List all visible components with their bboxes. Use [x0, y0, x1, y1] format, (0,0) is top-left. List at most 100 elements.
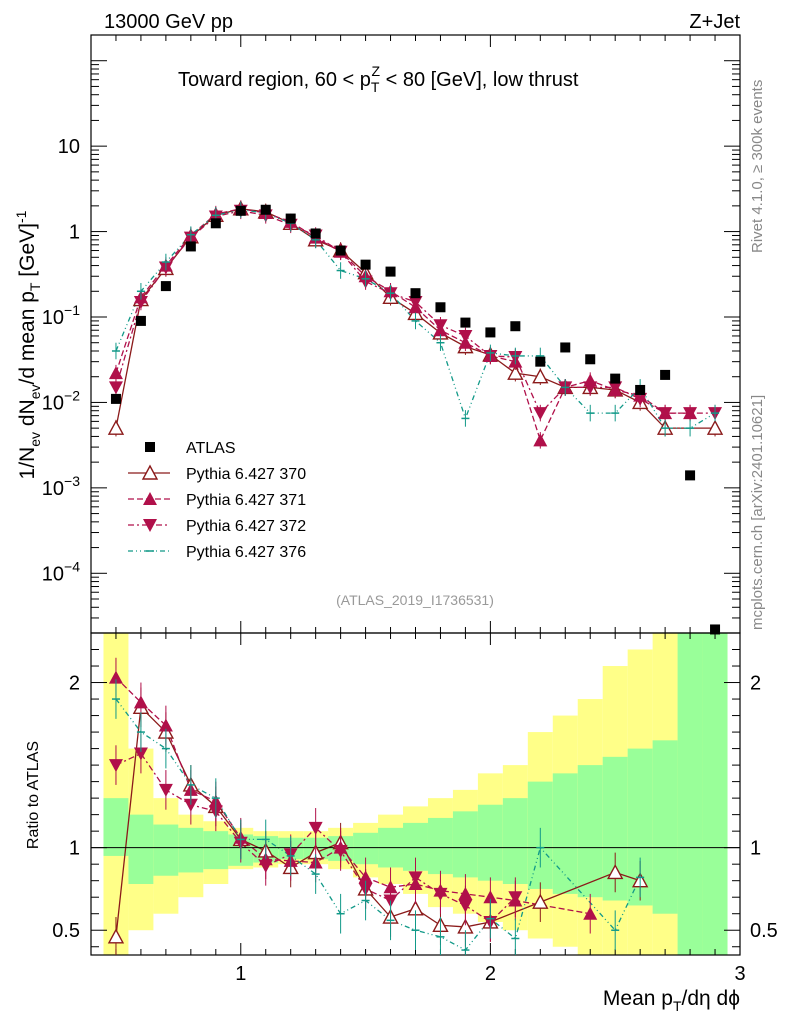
ratio-point — [433, 887, 448, 901]
data-point — [535, 356, 546, 367]
data-point — [285, 213, 296, 224]
data-point — [310, 228, 321, 239]
ratio-point — [258, 859, 273, 873]
mc-point — [107, 419, 125, 435]
data-point — [610, 373, 621, 384]
mc-point — [532, 368, 549, 384]
data-point — [460, 317, 471, 328]
header-energy: 13000 GeV pp — [104, 11, 233, 33]
y-tick-label: 10 — [58, 136, 80, 158]
mc-point — [408, 295, 423, 309]
ratio-point — [107, 928, 125, 944]
y-tick-label: 10−3 — [42, 473, 80, 500]
band-inner — [552, 773, 578, 894]
data-point — [485, 327, 496, 338]
ratio-point — [108, 670, 123, 684]
mc-point — [108, 381, 123, 395]
data-point — [635, 384, 646, 395]
analysis-id: (ATLAS_2019_I1736531) — [336, 592, 494, 608]
band-inner — [677, 633, 703, 955]
y-tick-label: 1 — [69, 222, 80, 244]
ratio-point — [133, 695, 148, 709]
header-process: Z+Jet — [689, 11, 740, 33]
data-point — [110, 393, 121, 404]
legend-marker — [143, 519, 157, 532]
mc-point — [108, 366, 123, 380]
ratio-y-tick-label: 1 — [750, 838, 761, 860]
ratio-y-tick-label: 1 — [69, 838, 80, 860]
band-inner — [502, 798, 528, 884]
legend-marker — [145, 442, 155, 452]
data-point — [510, 321, 521, 332]
data-point — [260, 204, 271, 215]
band-inner — [178, 827, 204, 873]
ratio-point — [333, 844, 348, 858]
ratio-y-tick-label: 0.5 — [750, 920, 778, 942]
data-marks — [107, 200, 724, 955]
band-inner — [103, 798, 129, 856]
legend-label: Pythia 6.427 376 — [186, 544, 306, 561]
data-point — [560, 342, 571, 353]
data-point — [335, 245, 346, 256]
ratio-point — [532, 893, 549, 909]
mc-point — [706, 419, 724, 435]
band-inner — [577, 765, 603, 898]
data-point — [435, 302, 446, 313]
legend-marker — [143, 492, 157, 505]
mc-point — [583, 381, 598, 395]
data-point — [410, 288, 421, 299]
data-point — [385, 266, 396, 277]
ratio-point — [458, 899, 473, 913]
mc-point — [458, 329, 473, 343]
band-inner — [652, 740, 678, 914]
ratio-point — [483, 890, 498, 904]
data-point — [235, 205, 246, 216]
mc-point — [433, 319, 448, 333]
ratio-line — [115, 752, 516, 923]
mc-point — [608, 381, 623, 395]
legend: ATLAS Pythia 6.427 370 Pythia 6.427 371 Pyt… — [128, 440, 306, 561]
rivet-label: Rivet 4.1.0, ≥ 300k events — [749, 80, 766, 253]
legend-label: ATLAS — [186, 440, 236, 457]
data-point — [685, 470, 696, 481]
band-inner — [702, 633, 728, 955]
legend-label: Pythia 6.427 372 — [186, 518, 306, 535]
data-point — [210, 218, 221, 229]
ratio-point — [408, 871, 423, 885]
band-inner — [452, 811, 478, 878]
data-point — [160, 281, 171, 292]
x-tick-label: 1 — [235, 963, 246, 985]
y-axis-label: 1/Nev dNev/d mean pT [GeV]-1 — [13, 210, 43, 479]
y-tick-label: 10−4 — [42, 558, 80, 585]
ratio-y-axis-label: Ratio to ATLAS — [25, 741, 42, 849]
legend-label: Pythia 6.427 371 — [186, 492, 306, 509]
data-point — [710, 624, 721, 635]
band-inner — [128, 814, 154, 884]
x-tick-label: 2 — [485, 963, 496, 985]
mc-point — [507, 364, 524, 380]
ratio-point — [158, 718, 173, 732]
y-tick-label: 10−1 — [42, 302, 80, 329]
mc-line — [115, 208, 691, 443]
mc-point — [683, 407, 698, 421]
y-tick-label: 10−2 — [42, 387, 80, 414]
mc-point — [658, 407, 673, 421]
chart-title: Toward region, 60 < pTZ < 80 [GeV], low … — [178, 63, 579, 95]
x-axis-label: Mean pT/dη dϕ — [603, 987, 740, 1014]
ratio-point — [308, 821, 323, 835]
data-point — [185, 241, 196, 252]
legend-label: Pythia 6.427 370 — [186, 466, 306, 483]
legend-marker — [141, 464, 159, 480]
ratio-point — [158, 783, 173, 797]
mc-point — [533, 433, 548, 447]
mc-point — [133, 295, 148, 309]
x-tick-label: 3 — [734, 963, 745, 985]
ratio-point — [508, 891, 523, 905]
band-inner — [427, 817, 453, 875]
ratio-y-tick-label: 2 — [750, 673, 761, 695]
data-point — [660, 369, 671, 380]
data-point — [135, 315, 146, 326]
ratio-point — [108, 759, 123, 773]
ratio-point — [183, 798, 198, 812]
